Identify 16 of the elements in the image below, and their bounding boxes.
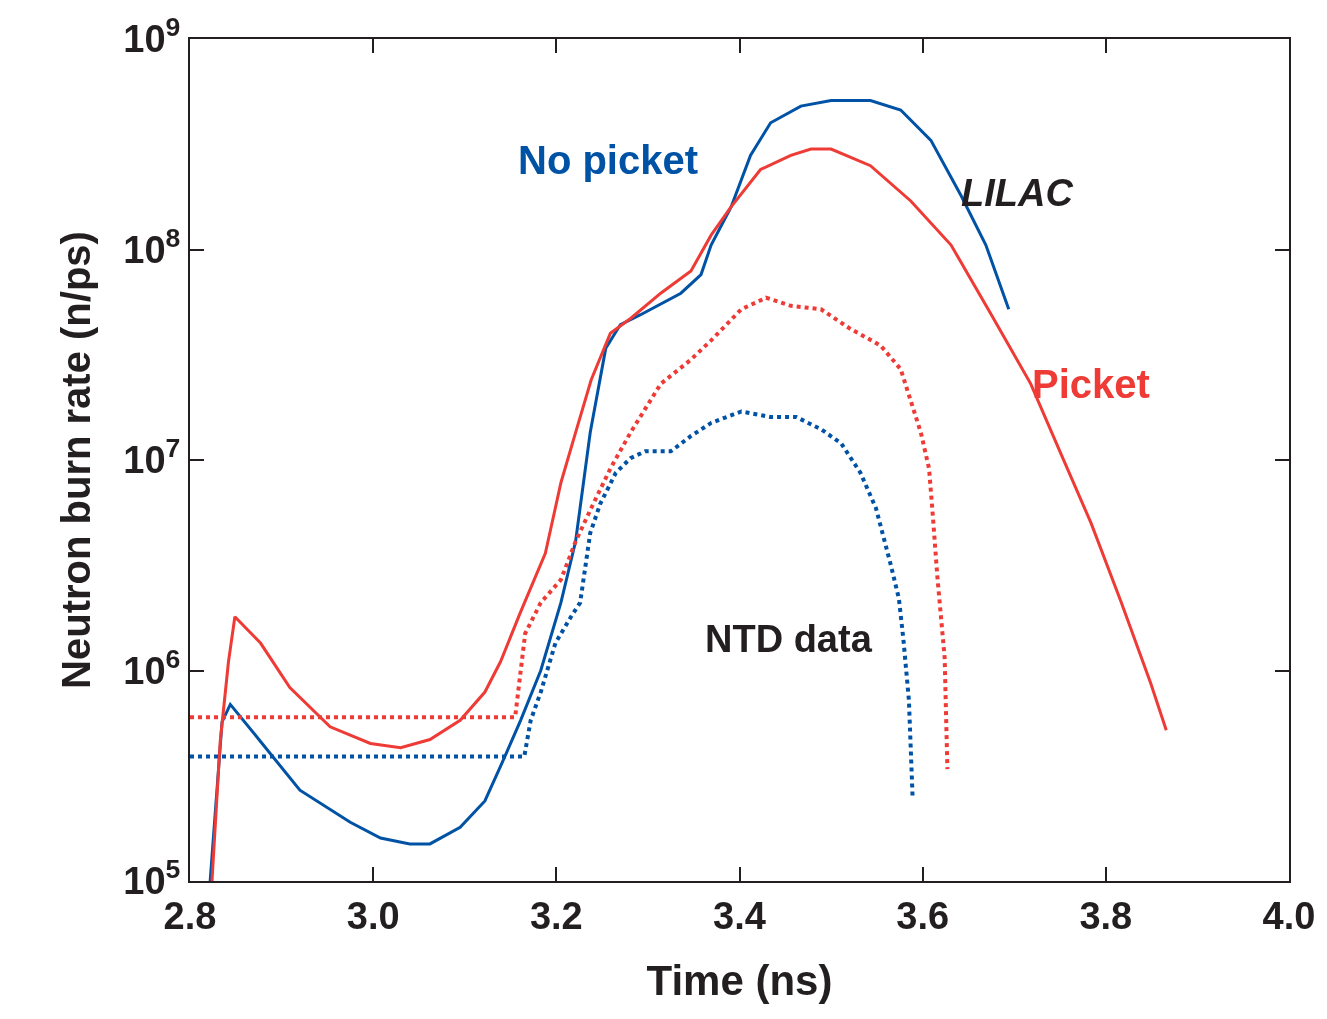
series-label: Picket [1032,362,1150,406]
x-tick-label: 3.8 [1079,894,1133,937]
y-tick-label: 10$^{8}$ [123,222,181,271]
y-axis-title: Neutron burn rate (n/ps) [54,231,99,689]
annotation: NTD data [705,618,873,660]
x-tick-label: 4.0 [1262,894,1316,937]
annotation: LILAC [961,172,1074,214]
y-tick-label: 10$^{7}$ [123,433,181,482]
y-tick-label: 10$^{9}$ [123,12,181,61]
series-label: No picket [518,138,699,182]
x-tick-label: 3.6 [896,894,950,937]
x-tick-label: 3.4 [713,894,766,937]
x-tick-label: 3.2 [529,894,583,937]
x-axis-title: Time (ns) [646,957,833,1004]
x-tick-label: 3.0 [346,894,400,937]
y-tick-label: 10$^{6}$ [123,643,181,692]
